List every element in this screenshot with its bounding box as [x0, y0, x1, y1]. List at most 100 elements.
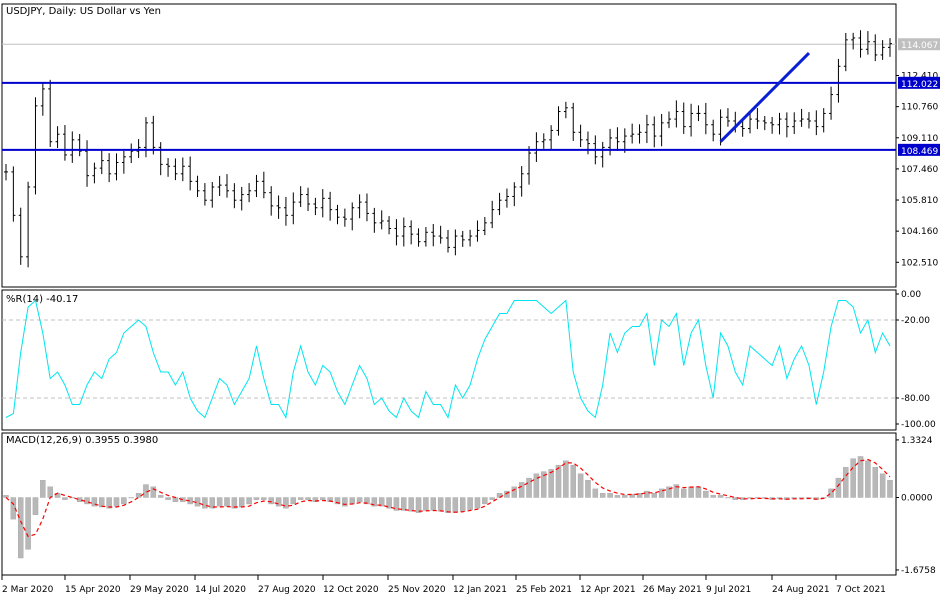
macd-histogram-bar [25, 497, 31, 550]
macd-histogram-bar [747, 497, 753, 499]
time-tick-label: 12 Oct 2020 [323, 585, 379, 595]
williams-r-title: %R(14) -40.17 [6, 294, 78, 305]
macd-histogram-bar [445, 497, 451, 513]
macd-histogram-bar [460, 497, 466, 512]
macd-histogram-bar [165, 497, 171, 500]
price-pane [4, 30, 892, 268]
macd-histogram-bar [622, 495, 628, 498]
macd-histogram-bar [305, 497, 311, 500]
price-tick-label: 108.469 [901, 147, 938, 157]
macd-histogram-bar [10, 497, 17, 520]
macd-histogram-bar [32, 497, 39, 515]
macd-histogram-bar [231, 497, 238, 509]
macd-histogram-bar [695, 486, 702, 498]
last-price-box [898, 38, 940, 51]
macd-histogram-bar [555, 464, 562, 498]
macd-histogram-bar [275, 497, 282, 507]
macd-title: MACD(12,26,9) 0.3955 0.3980 [6, 435, 158, 446]
macd-histogram-bar [482, 497, 488, 505]
macd-histogram-bar [541, 471, 547, 498]
macd-histogram-bar [688, 486, 694, 498]
macd-histogram-bar [887, 480, 893, 498]
williams-r-pane: 0.00 -20.00 -80.00 -100.00 [2, 290, 936, 430]
macd-histogram-bar [651, 493, 657, 498]
macd-histogram-bar [599, 493, 606, 498]
macd-tick-label: 0.0000 [901, 494, 933, 504]
macd-histogram-bar [216, 497, 223, 507]
price-tick-label: 114.067 [901, 41, 938, 51]
macd-histogram-bar [408, 497, 414, 512]
macd-histogram-bar [113, 497, 120, 507]
price-pane-title: USDJPY, Daily: US Dollar vs Yen [6, 6, 161, 17]
price-tick-label: 112.410 [901, 72, 938, 82]
macd-histogram-bar [3, 495, 9, 498]
macd-histogram-bar [312, 497, 319, 502]
time-tick-label: 12 Apr 2021 [580, 585, 636, 595]
macd-histogram-bar [474, 497, 481, 509]
time-tick-label: 26 May 2021 [643, 585, 702, 595]
time-tick-label: 12 Jan 2021 [453, 585, 507, 595]
macd-histogram-bar [91, 497, 98, 507]
macd-histogram-bar [290, 497, 297, 505]
macd-histogram-bar [283, 497, 289, 509]
macd-histogram-bar [106, 497, 112, 509]
macd-histogram-bar [533, 473, 540, 498]
macd-histogram-bar [239, 497, 245, 508]
macd-histogram-bar [157, 495, 164, 498]
macd-histogram-bar [673, 484, 680, 498]
macd-histogram-bar [732, 497, 739, 500]
macd-histogram-bar [585, 480, 591, 498]
time-axis: 2 Mar 2020 15 Apr 2020 29 May 2020 14 Jul 2… [1, 575, 886, 595]
price-tick-label: 105.810 [901, 196, 938, 206]
macd-histogram-bar [636, 493, 643, 498]
williams-r-tick-label: -20.00 [901, 316, 930, 326]
macd-histogram-bar [150, 486, 157, 498]
macd-histogram-bar [452, 497, 459, 513]
macd-histogram-bar [843, 467, 849, 498]
trendline[interactable] [719, 51, 811, 143]
price-tick-label: 102.510 [901, 258, 938, 268]
horizontal-lines[interactable] [2, 81, 896, 151]
macd-histogram-bar [253, 497, 260, 500]
price-tick-label: 109.110 [901, 134, 938, 144]
time-tick-label: 14 Jul 2020 [195, 585, 246, 595]
macd-histogram-bar [18, 497, 24, 559]
macd-histogram-bar [297, 497, 304, 500]
time-tick-label: 27 Aug 2020 [258, 585, 316, 595]
macd-histogram-bar [349, 497, 355, 505]
macd-histogram-bar [666, 486, 672, 498]
macd-histogram-bar [327, 497, 333, 502]
macd-histogram-bar [415, 497, 422, 513]
macd-histogram-bar [518, 482, 525, 498]
macd-histogram-bar [356, 497, 363, 502]
williams-r-tick-label: 0.00 [901, 290, 921, 300]
macd-histogram-bar [62, 497, 68, 500]
macd-histogram-bar [364, 497, 370, 505]
macd-histogram-bar [76, 497, 83, 502]
time-tick-label: 29 May 2020 [130, 585, 189, 595]
macd-histogram-bar [386, 497, 392, 509]
macd-histogram-bar [209, 497, 215, 509]
macd-histogram-bar [548, 469, 554, 498]
macd-histogram-bar [393, 497, 400, 511]
macd-histogram-bar [261, 497, 267, 500]
time-tick-label: 9 Jul 2021 [706, 585, 751, 595]
macd-histogram-bar [180, 497, 186, 502]
macd-histogram-bar [872, 467, 878, 498]
time-tick-label: 24 Aug 2021 [772, 585, 830, 595]
macd-histogram-bar [835, 477, 842, 498]
macd-histogram-bar [511, 486, 518, 498]
macd-histogram-bar [401, 497, 407, 511]
time-tick-label: 25 Feb 2021 [516, 585, 572, 595]
macd-histogram-bar [268, 497, 274, 505]
macd-histogram-bar [725, 497, 731, 499]
price-label-box [898, 143, 940, 156]
macd-histogram-bar [320, 497, 326, 500]
macd-histogram-bar [99, 497, 105, 508]
macd-histogram-bar [40, 480, 46, 498]
time-tick-label: 2 Mar 2020 [2, 585, 54, 595]
macd-histogram-bar [371, 497, 378, 507]
